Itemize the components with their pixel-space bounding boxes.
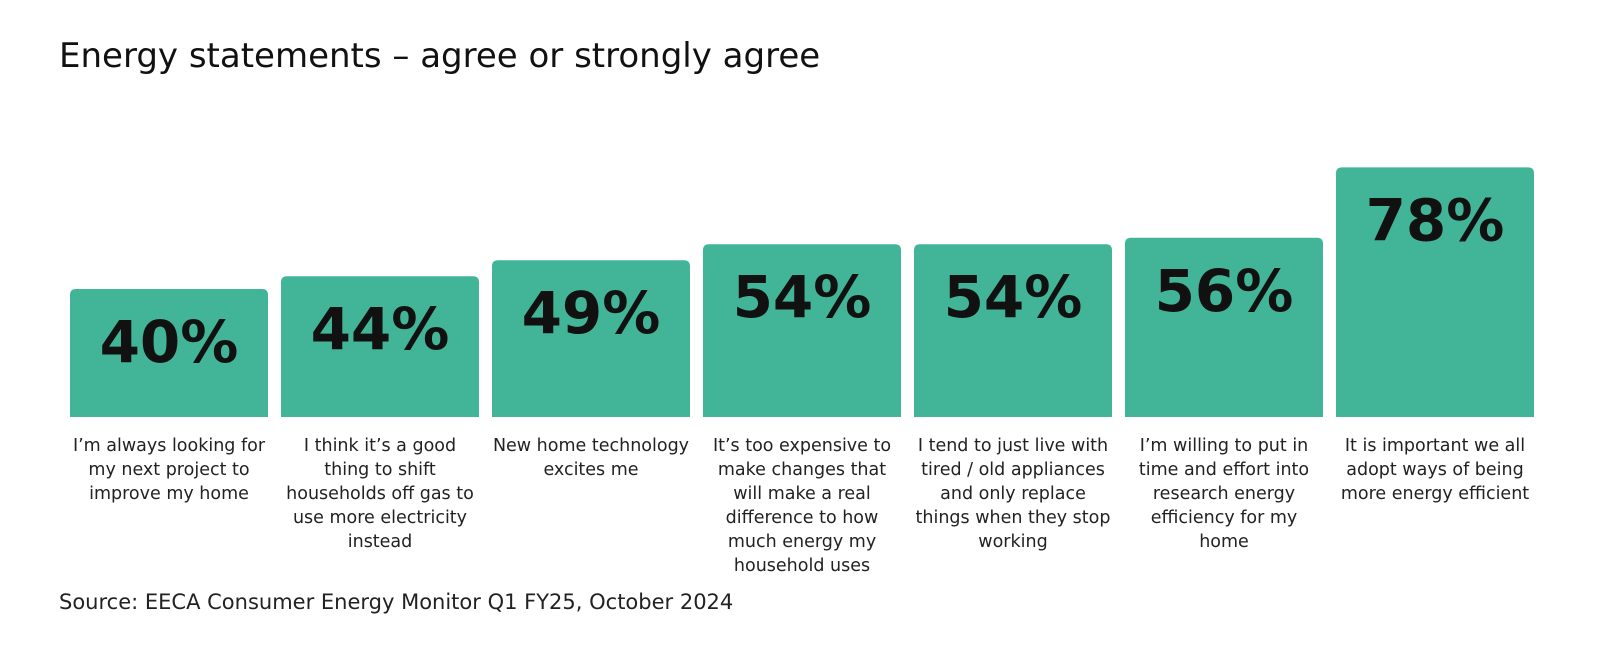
chart-title: Energy statements – agree or strongly ag… bbox=[59, 36, 821, 76]
bar-6 bbox=[1125, 237, 1323, 417]
chart-source: Source: EECA Consumer Energy Monitor Q1 … bbox=[59, 590, 734, 614]
bar-7 bbox=[1336, 167, 1534, 417]
bar-3 bbox=[492, 260, 690, 417]
category-label-3: New home technology excites me bbox=[492, 436, 690, 480]
bar-1 bbox=[70, 289, 268, 417]
category-label-6: I’m willing to put in time and effort in… bbox=[1138, 436, 1310, 552]
category-label-5: I tend to just live with tired / old app… bbox=[915, 436, 1111, 552]
bar-2 bbox=[281, 276, 479, 417]
bars-group: 40% 44% 49% 54% 54% 56% 78% bbox=[70, 167, 1534, 417]
bar-value-label-2: 44% bbox=[311, 295, 450, 363]
category-label-7: It is important we all adopt ways of bei… bbox=[1340, 436, 1530, 504]
bar-value-label-4: 54% bbox=[733, 263, 872, 331]
category-label-4: It’s too expensive to make changes that … bbox=[712, 436, 892, 576]
bar-value-label-7: 78% bbox=[1366, 186, 1505, 254]
bar-5 bbox=[914, 244, 1112, 417]
bar-value-label-6: 56% bbox=[1155, 257, 1294, 325]
category-label-1: I’m always looking for my next project t… bbox=[72, 436, 266, 504]
bar-value-label-3: 49% bbox=[522, 279, 661, 347]
bar-value-label-5: 54% bbox=[944, 263, 1083, 331]
bar-4 bbox=[703, 244, 901, 417]
category-label-2: I think it’s a good thing to shift house… bbox=[286, 436, 474, 552]
bar-value-label-1: 40% bbox=[100, 308, 239, 376]
